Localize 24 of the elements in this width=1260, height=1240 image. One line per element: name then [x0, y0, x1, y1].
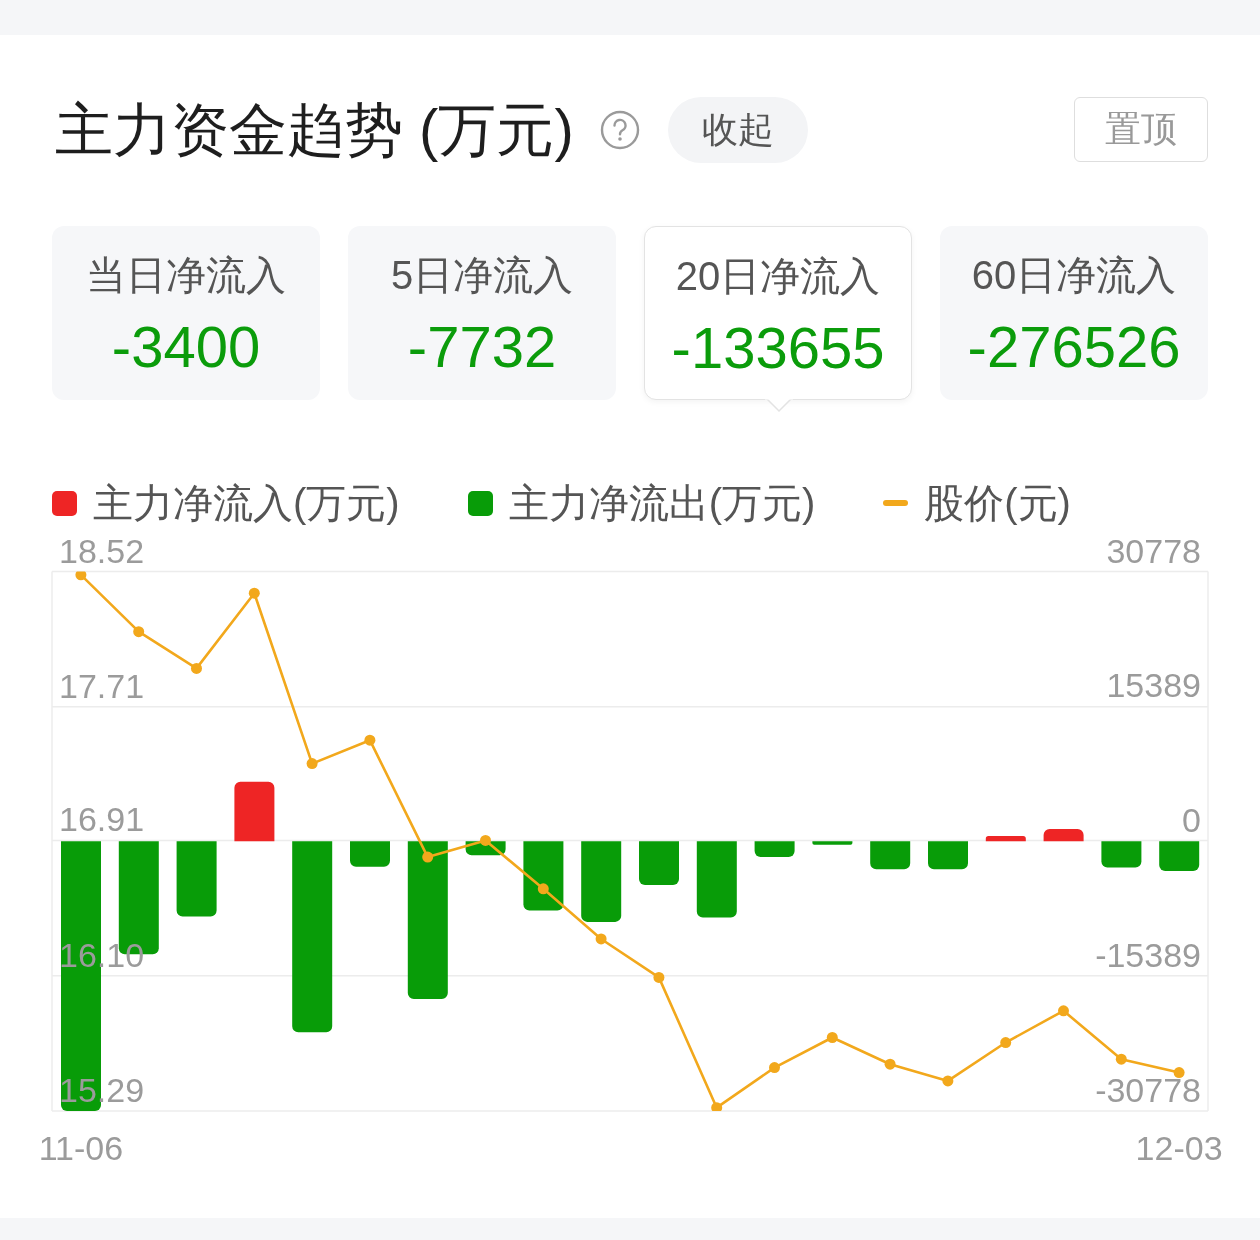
- y-tick-label: 16.91: [59, 800, 145, 839]
- text: -133655: [671, 315, 885, 380]
- category-label: 5日净流入: [390, 253, 574, 297]
- pin-to-top-button: 置顶: [1074, 97, 1208, 162]
- text: -7732: [407, 314, 557, 379]
- category-label: 当日净流入: [86, 253, 286, 297]
- y2-tick-label: -15389: [1095, 936, 1201, 975]
- y2-tick-label: -30778: [1095, 1071, 1201, 1109]
- x-tick-label: 12-03: [1135, 1129, 1223, 1167]
- legend-label: 主力净流出(万元): [508, 480, 816, 525]
- y-tick-label: 17.71: [59, 666, 145, 705]
- category-label: 60日净流入: [971, 253, 1177, 297]
- text: -3400: [111, 314, 261, 379]
- legend-label: 主力净流入(万元): [93, 480, 400, 525]
- text: -276526: [967, 314, 1181, 379]
- collapse-button: 收起: [667, 97, 808, 163]
- x-tick-label: 11-06: [38, 1129, 124, 1167]
- y2-tick-label: 15389: [1106, 666, 1201, 705]
- legend-label: 股价(元): [924, 480, 1071, 525]
- y2-tick-label: 0: [1182, 801, 1201, 840]
- category-label: 20日净流入: [675, 254, 881, 298]
- y-tick-label: 18.52: [59, 531, 145, 570]
- y2-tick-label: 30778: [1106, 531, 1201, 570]
- text: 主力资金趋势 (万元): [55, 97, 574, 162]
